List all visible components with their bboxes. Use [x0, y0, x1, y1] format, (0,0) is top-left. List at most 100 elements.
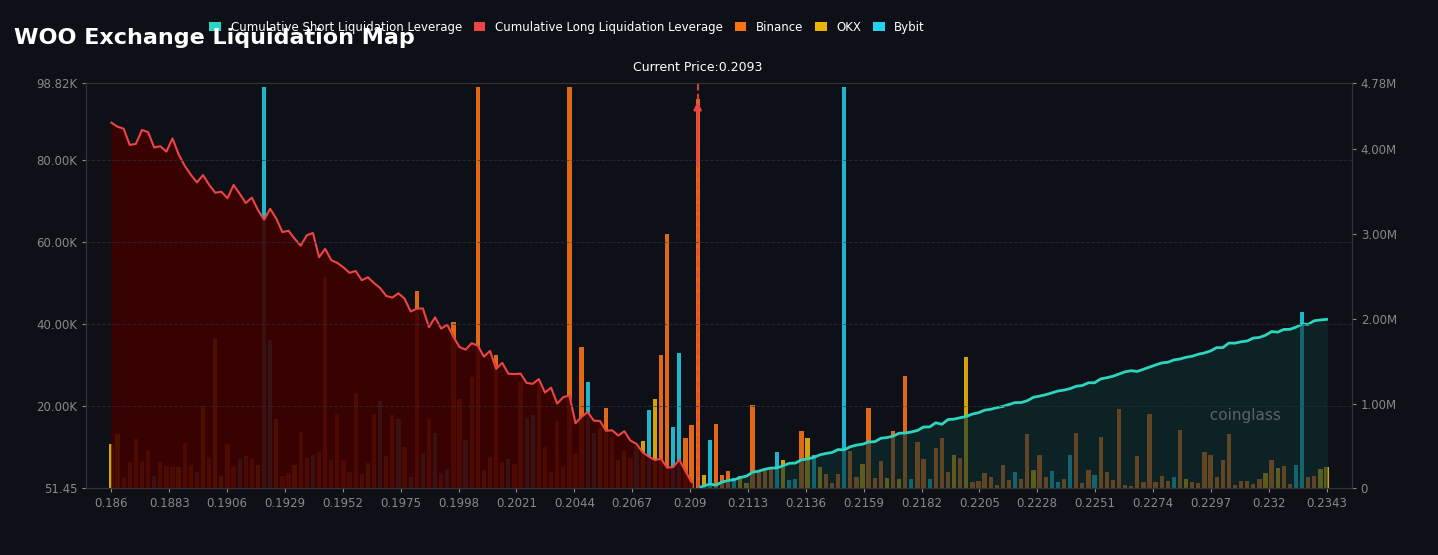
Bar [414, 291, 418, 488]
Bar [1245, 482, 1250, 488]
Bar [335, 414, 339, 488]
Bar [982, 473, 986, 488]
Bar [971, 482, 975, 488]
Bar [341, 460, 345, 488]
Bar [1208, 455, 1212, 488]
Bar [830, 483, 834, 488]
Bar [145, 451, 150, 488]
Bar [1191, 482, 1195, 488]
Bar [1270, 460, 1274, 488]
Bar [512, 464, 516, 488]
Bar [1240, 481, 1244, 488]
Bar [604, 408, 608, 488]
Bar [299, 432, 303, 488]
Bar [1012, 472, 1017, 488]
Bar [922, 460, 926, 488]
Bar [1025, 434, 1030, 488]
Bar [745, 483, 749, 488]
Bar [329, 460, 334, 488]
Bar [897, 478, 902, 488]
Bar [1099, 437, 1103, 488]
Bar [1159, 476, 1163, 488]
Bar [1178, 430, 1182, 488]
Bar [427, 419, 431, 488]
Bar [250, 459, 255, 488]
Bar [1050, 471, 1054, 488]
Bar [536, 381, 541, 488]
Bar [854, 477, 858, 488]
Bar [1104, 472, 1109, 488]
Bar [640, 441, 644, 488]
Bar [1001, 465, 1005, 488]
Bar [1313, 476, 1316, 488]
Bar [495, 355, 498, 488]
Bar [1306, 477, 1310, 488]
Bar [659, 355, 663, 488]
Bar [1031, 471, 1035, 488]
Bar [1196, 483, 1201, 488]
Bar [677, 353, 682, 488]
Bar [397, 419, 401, 488]
Bar [995, 486, 999, 488]
Bar [237, 459, 242, 488]
Bar [762, 468, 766, 488]
Bar [818, 467, 823, 488]
Bar [1086, 470, 1090, 488]
Bar [835, 474, 840, 488]
Bar [354, 393, 358, 488]
Bar [1135, 456, 1139, 488]
Bar [903, 376, 907, 488]
Bar [152, 476, 157, 488]
Bar [664, 234, 669, 488]
Bar [591, 433, 595, 488]
Bar [324, 278, 328, 488]
Bar [158, 462, 162, 488]
Bar [544, 447, 546, 488]
Bar [463, 440, 467, 488]
Bar [769, 469, 774, 488]
Bar [751, 405, 755, 488]
Bar [311, 455, 315, 488]
Bar [219, 476, 223, 488]
Bar [1221, 460, 1225, 488]
Bar [884, 478, 889, 488]
Bar [940, 437, 943, 488]
Bar [446, 469, 450, 488]
Bar [476, 87, 480, 488]
Bar [811, 455, 815, 488]
Bar [738, 476, 742, 488]
Bar [1166, 481, 1171, 488]
Bar [1276, 468, 1280, 488]
Bar [756, 471, 761, 488]
Bar [403, 447, 407, 488]
Bar [213, 338, 217, 488]
Legend: Cumulative Short Liquidation Leverage, Cumulative Long Liquidation Leverage, Bin: Cumulative Short Liquidation Leverage, C… [204, 16, 930, 39]
Bar [615, 460, 620, 488]
Bar [115, 434, 119, 488]
Bar [732, 478, 736, 488]
Bar [585, 381, 590, 488]
Bar [1061, 479, 1066, 488]
Bar [574, 453, 578, 488]
Bar [916, 442, 919, 488]
Bar [720, 475, 725, 488]
Bar [452, 322, 456, 488]
Bar [1215, 477, 1219, 488]
Bar [256, 465, 260, 488]
Bar [1055, 482, 1060, 488]
Bar [109, 445, 114, 488]
Bar [372, 415, 377, 488]
Bar [164, 466, 168, 488]
Bar [439, 475, 443, 488]
Bar [139, 461, 144, 488]
Bar [280, 476, 285, 488]
Bar [188, 465, 193, 488]
Bar [634, 446, 638, 488]
Bar [1117, 410, 1122, 488]
Bar [702, 475, 706, 488]
Bar [384, 456, 388, 488]
Bar [775, 452, 779, 488]
Bar [794, 480, 798, 488]
Bar [928, 478, 932, 488]
Bar [1300, 312, 1304, 488]
